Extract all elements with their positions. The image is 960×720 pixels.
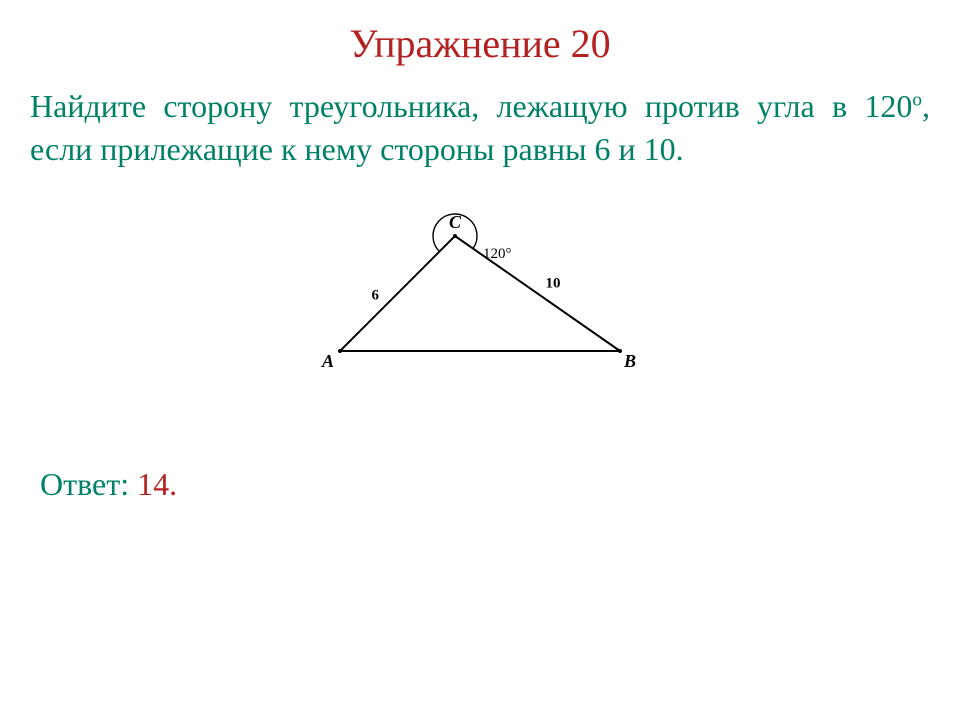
triangle-figure: 120° 6 10 A B C [300,211,660,376]
problem-degree-sup: о [912,89,922,110]
problem-line: Найдите сторону треугольника, лежащую пр… [30,88,912,124]
svg-text:B: B [623,351,636,371]
answer-label: Ответ: [40,466,129,502]
figure-container: 120° 6 10 A B C [30,211,930,376]
exercise-title: Упражнение 20 [30,20,930,67]
answer-value: 14. [129,466,177,502]
svg-text:10: 10 [546,276,561,292]
svg-text:C: C [449,212,462,232]
svg-text:A: A [321,351,334,371]
answer-line: Ответ: 14. [40,466,930,503]
svg-text:120°: 120° [483,246,512,262]
svg-text:6: 6 [372,288,380,304]
problem-text: Найдите сторону треугольника, лежащую пр… [30,85,930,171]
